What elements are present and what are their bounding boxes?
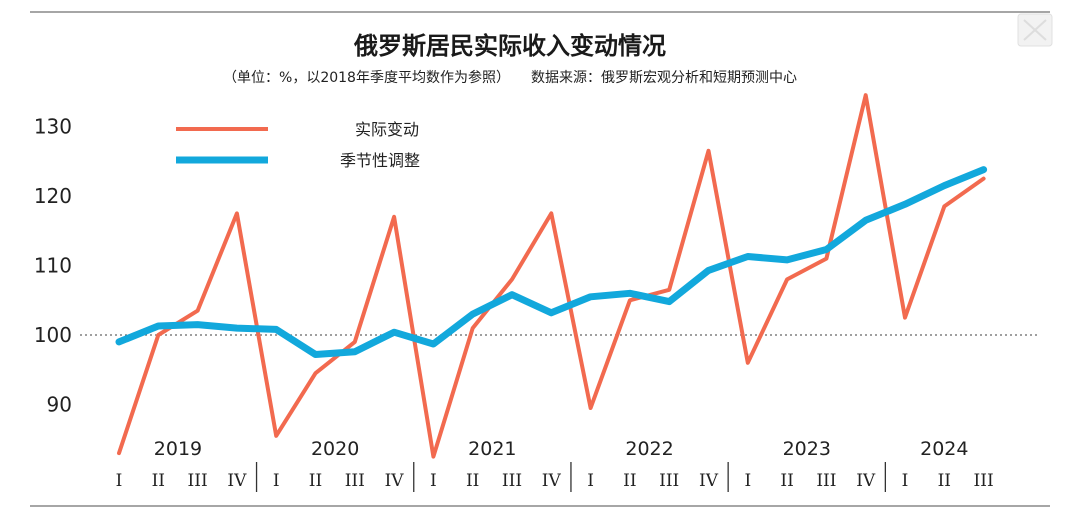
quarter-label: IV [699,471,719,491]
quarter-label: IV [227,471,247,491]
quarter-label: I [744,471,751,491]
quarter-label: II [309,471,322,491]
year-label: 2022 [625,438,673,460]
year-label: 2024 [920,438,968,460]
quarter-label: II [780,471,793,491]
y-tick-label: 110 [34,254,72,278]
watermark-icon [1017,13,1053,47]
quarter-label: III [659,471,679,491]
quarter-label: I [116,471,123,491]
quarter-label: I [273,471,280,491]
quarter-label: IV [385,471,405,491]
x-axis: I II III IV I II III IV I II III IV I II III IV I II III IV… [116,438,994,492]
y-axis-ticks: 90 100 110 120 130 [34,115,72,417]
y-tick-label: 130 [34,115,72,139]
series-line-seasonal [115,166,988,358]
y-tick-label: 120 [34,184,72,208]
quarter-label: I [902,471,909,491]
quarter-label: II [938,471,951,491]
quarter-label: III [502,471,522,491]
quarter-label: III [188,471,208,491]
chart-title: 俄罗斯居民实际收入变动情况 [353,32,666,60]
series-layer [115,93,988,459]
year-label: 2023 [783,438,831,460]
year-label: 2020 [311,438,359,460]
quarter-label: II [623,471,636,491]
quarter-label: II [466,471,479,491]
quarter-label: I [587,471,594,491]
y-tick-label: 90 [47,393,72,417]
quarter-label: IV [856,471,876,491]
legend-label-seasonal: 季节性调整 [340,151,420,170]
year-label: 2019 [154,438,202,460]
legend: 实际变动 季节性调整 [176,120,420,170]
series-line-actual [117,93,986,459]
y-tick-label: 100 [34,323,72,347]
year-label: 2021 [468,438,516,460]
quarter-label: III [816,471,836,491]
chart-subtitle: （单位：%，以2018年季度平均数作为参照） 数据来源：俄罗斯宏观分析和短期预测… [223,69,797,86]
quarter-label: II [152,471,165,491]
quarter-label: I [430,471,437,491]
quarter-label: IV [542,471,562,491]
quarter-label: III [345,471,365,491]
legend-label-actual: 实际变动 [355,120,419,139]
quarter-label: III [974,471,994,491]
